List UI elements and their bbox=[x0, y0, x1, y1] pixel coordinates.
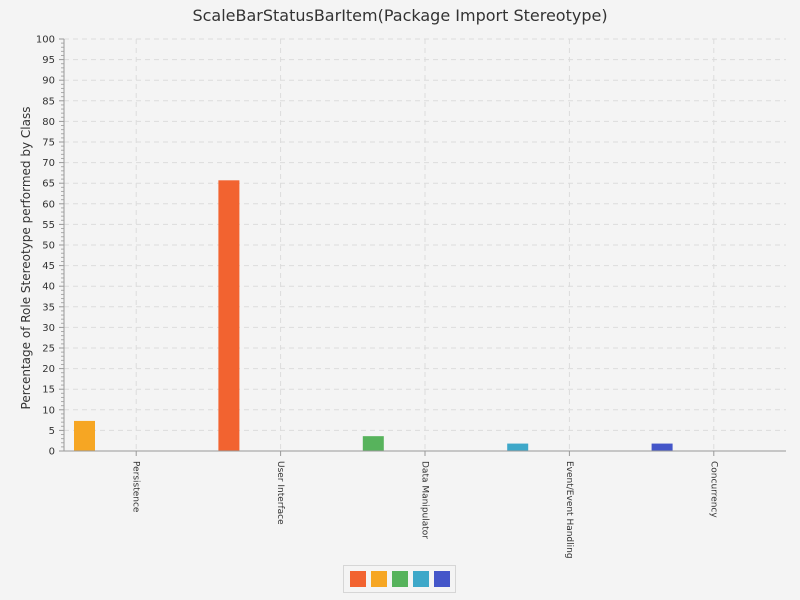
x-tick-label: Persistence bbox=[131, 461, 141, 513]
y-tick-label: 95 bbox=[42, 55, 55, 66]
y-tick-label: 45 bbox=[42, 261, 55, 272]
y-tick-label: 25 bbox=[42, 344, 55, 355]
bar bbox=[74, 420, 95, 451]
legend-swatch bbox=[391, 571, 408, 587]
legend-swatch bbox=[370, 571, 387, 587]
y-tick-label: 60 bbox=[42, 199, 55, 210]
y-tick-label: 10 bbox=[42, 405, 55, 416]
legend bbox=[343, 565, 456, 593]
bars bbox=[74, 180, 673, 452]
x-tick-label: User Interface bbox=[275, 461, 285, 525]
y-tick-label: 75 bbox=[42, 138, 55, 149]
y-tick-label: 55 bbox=[42, 220, 55, 231]
y-tick-label: 20 bbox=[42, 364, 55, 375]
legend-swatch bbox=[412, 571, 429, 587]
axes: 0 5 10 15 20 25 30 35 40 45 50 55 60 65 70 75 80 85 90 95 10… bbox=[36, 35, 786, 559]
legend-swatch bbox=[349, 571, 366, 587]
bar bbox=[507, 443, 529, 451]
x-tick-label: Data Manipulator bbox=[420, 461, 430, 539]
y-tick-label: 70 bbox=[42, 158, 55, 169]
x-tick-label: Concurrency bbox=[708, 461, 718, 518]
y-tick-label: 100 bbox=[36, 35, 55, 46]
y-tick-label: 40 bbox=[42, 282, 55, 293]
y-tick-label: 65 bbox=[42, 179, 55, 190]
bar bbox=[651, 443, 673, 451]
y-tick-label: 30 bbox=[42, 323, 55, 334]
x-tick-label: Event/Event Handling bbox=[564, 461, 574, 559]
chart-title: ScaleBarStatusBarItem(Package Import Ste… bbox=[192, 6, 608, 25]
y-tick-label: 15 bbox=[42, 385, 55, 396]
y-tick-label: 50 bbox=[42, 241, 55, 252]
legend-swatch bbox=[433, 571, 450, 587]
grid-lines bbox=[64, 38, 786, 451]
y-tick-label: 85 bbox=[42, 96, 55, 107]
y-tick-label: 35 bbox=[42, 302, 55, 313]
y-tick-label: 80 bbox=[42, 117, 55, 128]
y-tick-label: 90 bbox=[42, 76, 55, 87]
y-tick-label: 0 bbox=[49, 447, 55, 458]
bar bbox=[362, 436, 384, 451]
y-tick-label: 5 bbox=[49, 426, 55, 437]
bar bbox=[218, 180, 240, 452]
